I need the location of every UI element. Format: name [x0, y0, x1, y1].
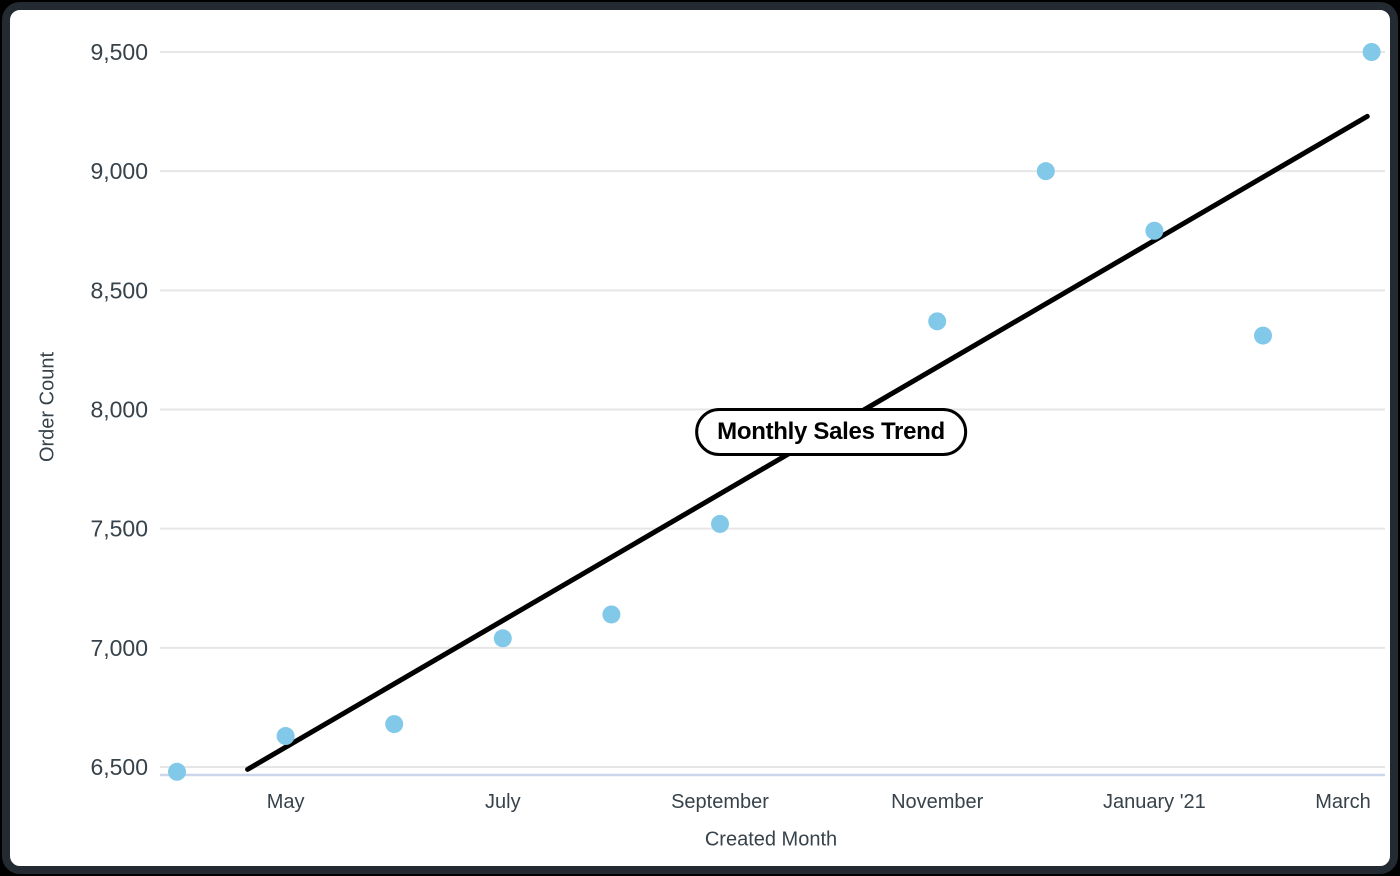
y-tick-label: 6,500 [90, 754, 148, 780]
data-point[interactable] [602, 605, 621, 624]
x-tick-label: July [485, 791, 521, 813]
data-point[interactable] [168, 762, 186, 781]
data-point[interactable] [1145, 221, 1164, 240]
y-tick-label: 7,500 [90, 516, 148, 542]
chart-title-badge: Monthly Sales Trend [695, 408, 967, 456]
x-tick-label: March [1315, 791, 1371, 813]
chart-title-text: Monthly Sales Trend [717, 418, 945, 445]
y-tick-label: 9,500 [90, 39, 148, 65]
data-point[interactable] [385, 715, 404, 734]
x-tick-label: January '21 [1103, 791, 1206, 813]
data-point[interactable] [493, 629, 512, 648]
y-tick-label: 7,000 [90, 635, 148, 661]
data-point[interactable] [928, 312, 947, 331]
y-tick-label: 8,000 [90, 397, 148, 423]
y-tick-label: 9,000 [90, 158, 148, 184]
data-point[interactable] [1036, 162, 1055, 181]
data-point[interactable] [711, 514, 729, 533]
y-axis-title: Order Count [36, 351, 59, 463]
x-tick-label: September [671, 791, 769, 813]
data-point[interactable] [276, 727, 295, 746]
x-tick-label: November [891, 791, 984, 813]
x-axis-title: Created Month [704, 828, 838, 851]
y-tick-label: 8,500 [90, 277, 148, 303]
data-point[interactable] [1254, 326, 1272, 345]
x-tick-label: May [267, 791, 305, 813]
data-point[interactable] [1362, 43, 1381, 61]
